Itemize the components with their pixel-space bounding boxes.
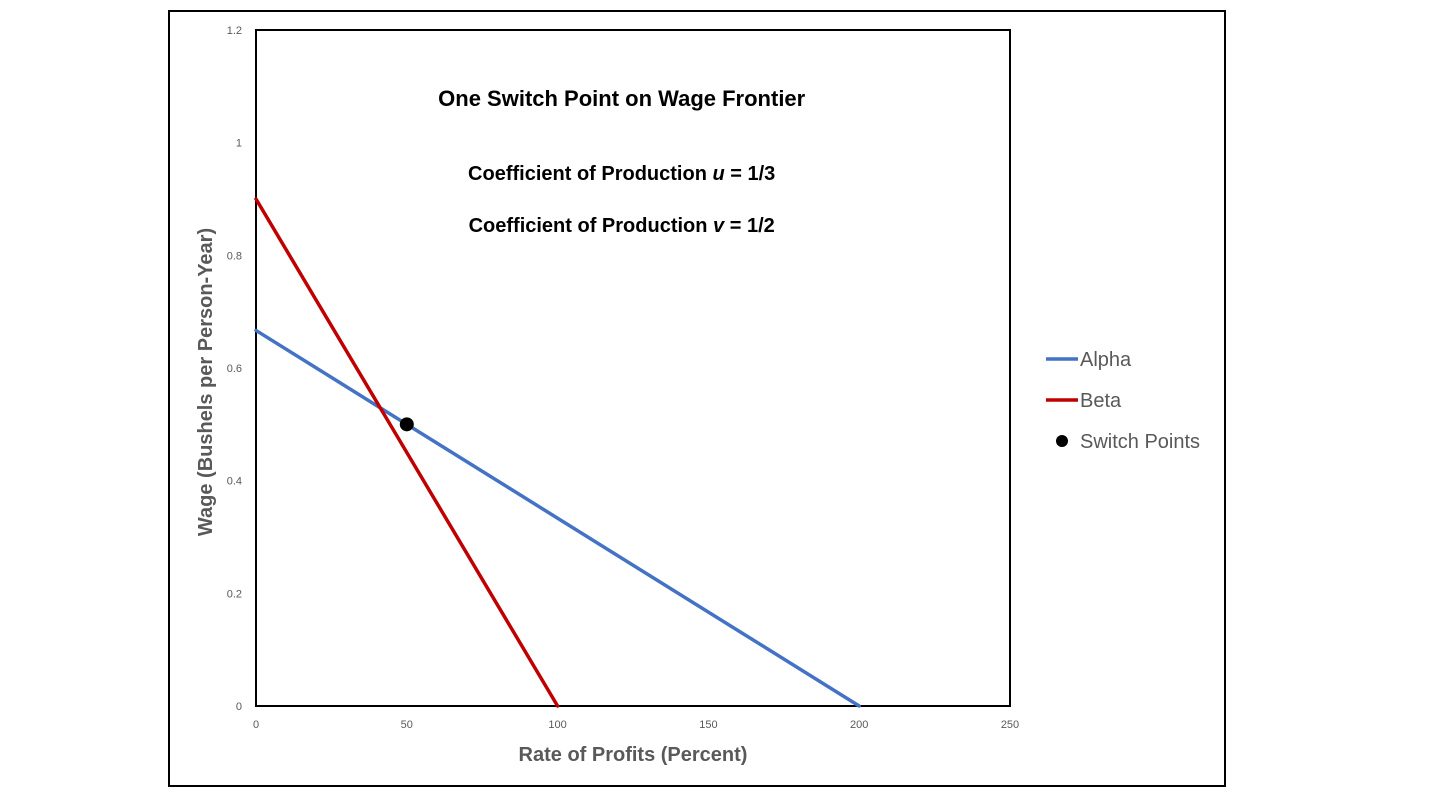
y-tick-label: 0.2 <box>227 588 242 600</box>
coefficient-v-suffix: = 1/2 <box>724 215 775 237</box>
y-tick-label: 0.6 <box>227 363 242 375</box>
switch-point-marker <box>399 417 414 432</box>
y-tick-label: 0.8 <box>227 250 242 262</box>
x-tick-label: 250 <box>1001 719 1019 731</box>
coefficient-v-symbol: v <box>713 215 726 237</box>
x-tick-label: 100 <box>548 719 566 731</box>
x-axis-ticks: 0 50 100 150 200 250 <box>253 719 1019 731</box>
series-line-alpha <box>254 328 861 708</box>
x-tick-label: 0 <box>253 719 259 731</box>
chart-annotation-title: One Switch Point on Wage Frontier <box>438 86 806 111</box>
legend-label-alpha: Alpha <box>1080 349 1132 371</box>
y-tick-label: 0 <box>236 701 242 713</box>
chart-frame: 0 0.2 0.4 0.6 0.8 1 1.2 0 50 100 150 200 250 One Sw… <box>168 10 1226 787</box>
legend-marker-switch-points <box>1056 435 1068 447</box>
series-line-beta <box>254 197 560 708</box>
x-tick-label: 150 <box>699 719 717 731</box>
coefficient-u-symbol: u <box>712 163 724 185</box>
chart-annotation-coefficient-v: Coefficient of Production v = 1/2 <box>469 215 775 237</box>
y-tick-label: 0.4 <box>227 476 242 488</box>
legend: Alpha Beta Switch Points <box>1046 349 1200 453</box>
y-axis-title: Wage (Bushels per Person-Year) <box>195 228 217 536</box>
chart-svg: 0 0.2 0.4 0.6 0.8 1 1.2 0 50 100 150 200 250 One Sw… <box>195 25 1200 766</box>
x-tick-label: 200 <box>850 719 868 731</box>
coefficient-u-prefix: Coefficient of Production <box>468 163 712 185</box>
legend-label-beta: Beta <box>1080 390 1122 412</box>
y-axis-ticks: 0 0.2 0.4 0.6 0.8 1 1.2 <box>227 25 242 713</box>
x-tick-label: 50 <box>401 719 413 731</box>
plot-area <box>254 29 1011 708</box>
series-layer <box>254 197 861 708</box>
coefficient-v-prefix: Coefficient of Production <box>469 215 713 237</box>
legend-label-switch-points: Switch Points <box>1080 431 1200 453</box>
plot-border <box>255 29 1011 707</box>
y-tick-label: 1.2 <box>227 25 242 37</box>
x-axis-title: Rate of Profits (Percent) <box>519 744 748 766</box>
chart-annotation-coefficient-u: Coefficient of Production u = 1/3 <box>468 163 775 185</box>
coefficient-u-suffix: = 1/3 <box>725 163 776 185</box>
y-tick-label: 1 <box>236 138 242 150</box>
